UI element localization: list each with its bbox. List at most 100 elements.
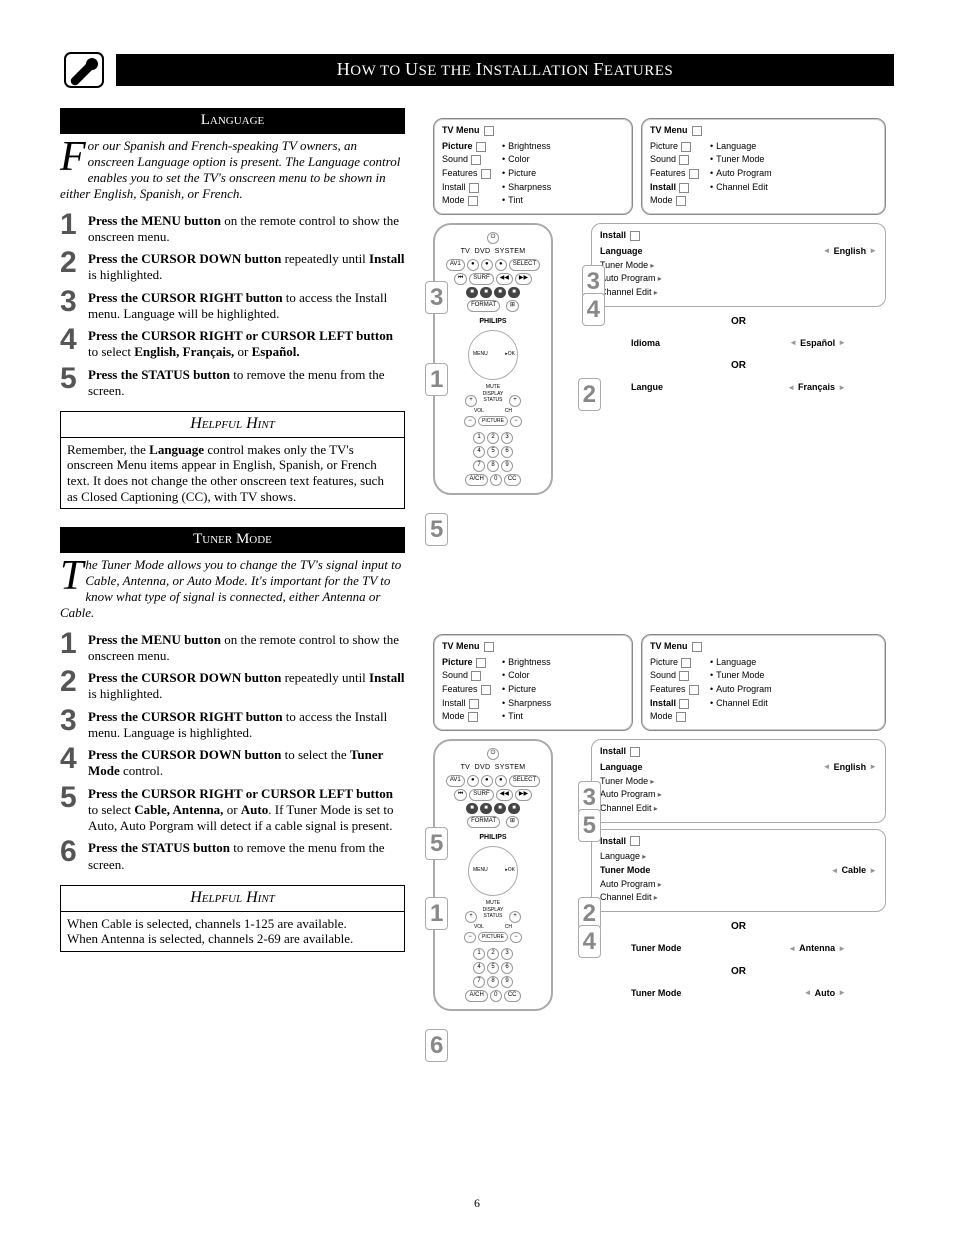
step: 1Press the MENU button on the remote con…: [60, 630, 405, 665]
language-intro: For our Spanish and French-speaking TV o…: [60, 138, 405, 203]
step-text: Press the CURSOR DOWN button to select t…: [88, 745, 405, 780]
install-panel-lang: Install Language◄English► Tuner Mode Aut…: [591, 739, 886, 822]
submenu-item: Tint: [502, 710, 624, 724]
or-label: OR: [591, 965, 886, 978]
menu-item: Sound: [650, 669, 710, 683]
antenna-row: Tuner Mode ◄Antenna►: [591, 941, 886, 957]
menu-icon: [681, 142, 691, 152]
menu-item: Sound: [442, 153, 502, 167]
menu-item: Picture: [650, 656, 710, 670]
hint-body: Remember, the Language control makes onl…: [61, 438, 404, 508]
submenu-item: Tuner Mode: [710, 669, 877, 683]
langue-row: Langue ◄Français►: [591, 380, 886, 396]
menu-item: Mode: [442, 194, 502, 208]
section-heading-tuner: Tuner Mode: [60, 527, 405, 553]
step-text: Press the CURSOR DOWN button repeatedly …: [88, 668, 405, 703]
wrench-icon: [60, 50, 108, 90]
menu-icon: [476, 142, 486, 152]
step: 5Press the STATUS button to remove the m…: [60, 365, 405, 400]
submenu-item: Tuner Mode: [710, 153, 877, 167]
menu-item: Install: [650, 181, 710, 195]
install-panel-tuner: Install Language Tuner Mode◄Cable► Auto …: [591, 829, 886, 912]
callout-4: 4: [582, 293, 605, 326]
menu-item: Install: [442, 181, 502, 195]
submenu-item: Picture: [502, 167, 624, 181]
step-text: Press the STATUS button to remove the me…: [88, 838, 405, 873]
tv-icon: [692, 126, 702, 136]
step-number: 5: [60, 365, 88, 400]
menu-item: Mode: [650, 710, 710, 724]
step-text: Press the CURSOR RIGHT or CURSOR LEFT bu…: [88, 326, 405, 361]
step-number: 4: [60, 326, 88, 361]
diagram-tuner: TV Menu PictureSoundFeaturesInstallMode …: [425, 624, 894, 1164]
menu-icon: [681, 658, 691, 668]
menu-icon: [679, 671, 689, 681]
menu-item: Install: [650, 697, 710, 711]
step-number: 1: [60, 630, 88, 665]
tv-icon: [692, 642, 702, 652]
menu-item: Features: [650, 167, 710, 181]
step-text: Press the CURSOR DOWN button repeatedly …: [88, 249, 405, 284]
step: 5Press the CURSOR RIGHT or CURSOR LEFT b…: [60, 784, 405, 835]
menu-item: Picture: [442, 140, 502, 154]
menu-item: Features: [650, 683, 710, 697]
callout-4: 4: [578, 925, 601, 958]
left-column: Language For our Spanish and French-spea…: [60, 108, 405, 1180]
step: 6Press the STATUS button to remove the m…: [60, 838, 405, 873]
or-label: OR: [591, 920, 886, 933]
install-icon: [630, 747, 640, 757]
tv-icon: [484, 126, 494, 136]
hint-body: When Cable is selected, channels 1-125 a…: [61, 912, 404, 951]
submenu-item: Tint: [502, 194, 624, 208]
auto-row: Tuner Mode ◄Auto►: [591, 986, 886, 1002]
callout-2: 2: [578, 378, 601, 411]
install-icon: [630, 836, 640, 846]
step-text: Press the CURSOR RIGHT button to access …: [88, 288, 405, 323]
submenu-item: Picture: [502, 683, 624, 697]
step-text: Press the MENU button on the remote cont…: [88, 211, 405, 246]
step-text: Press the STATUS button to remove the me…: [88, 365, 405, 400]
menu-icon: [468, 712, 478, 722]
or-label: OR: [591, 315, 886, 328]
menu-item: Sound: [650, 153, 710, 167]
menu-icon: [471, 155, 481, 165]
tv-menu-install: TV Menu PictureSoundFeaturesInstallMode …: [641, 634, 886, 731]
callout-5b: 5: [578, 809, 601, 842]
callout-5: 5: [425, 513, 448, 546]
submenu-item: Channel Edit: [710, 181, 877, 195]
step: 3Press the CURSOR RIGHT button to access…: [60, 707, 405, 742]
menu-item: Mode: [650, 194, 710, 208]
menu-icon: [481, 169, 491, 179]
step-number: 3: [60, 288, 88, 323]
tuner-intro: The Tuner Mode allows you to change the …: [60, 557, 405, 622]
callout-6: 6: [425, 1029, 448, 1062]
page-title: HOW TO USE THE INSTALLATION FEATURES: [337, 59, 674, 79]
hint-box-tuner: Helpful Hint When Cable is selected, cha…: [60, 885, 405, 952]
step-number: 5: [60, 784, 88, 835]
submenu-item: Channel Edit: [710, 697, 877, 711]
install-icon: [630, 231, 640, 241]
submenu-item: Language: [710, 656, 877, 670]
menu-icon: [469, 699, 479, 709]
page-number: 6: [60, 1196, 894, 1212]
menu-icon: [679, 155, 689, 165]
submenu-item: Sharpness: [502, 697, 624, 711]
menu-item: Install: [442, 697, 502, 711]
step: 2Press the CURSOR DOWN button repeatedly…: [60, 668, 405, 703]
menu-item: Features: [442, 167, 502, 181]
diagram-language: TV Menu PictureSoundFeaturesInstallMode …: [425, 108, 894, 608]
dpad: [468, 330, 518, 380]
submenu-item: Color: [502, 669, 624, 683]
language-steps: 1Press the MENU button on the remote con…: [60, 211, 405, 400]
callout-1: 1: [425, 363, 448, 396]
remote-control: ⏻ TV DVD SYSTEM AV1●●●SELECT ⏮SURF◀◀▶▶ ■…: [433, 739, 553, 1010]
step-text: Press the CURSOR RIGHT button to access …: [88, 707, 405, 742]
callout-5: 5: [425, 827, 448, 860]
menu-item: Sound: [442, 669, 502, 683]
callout-1: 1: [425, 897, 448, 930]
step: 2Press the CURSOR DOWN button repeatedly…: [60, 249, 405, 284]
menu-icon: [676, 712, 686, 722]
step-number: 4: [60, 745, 88, 780]
submenu-item: Auto Program: [710, 167, 877, 181]
menu-icon: [679, 699, 689, 709]
